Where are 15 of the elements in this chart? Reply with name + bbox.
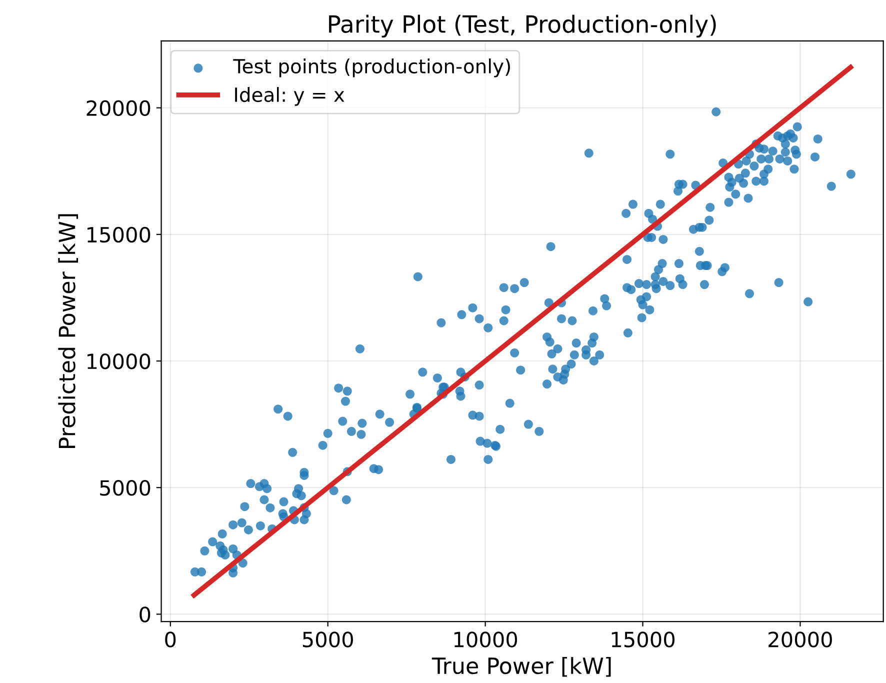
x-axis-title: True Power [kW]: [432, 656, 611, 677]
y-tick-label: 5000: [100, 480, 150, 496]
y-tick-label: 10000: [88, 353, 150, 370]
x-tick-label: 5000: [302, 632, 353, 648]
legend-label: Ideal: y = x: [235, 87, 344, 106]
y-axis-title: Predicted Power [kW]: [58, 214, 78, 448]
x-tick-label: 20000: [768, 632, 832, 648]
y-tick-label: 0: [140, 606, 150, 622]
chart-title: Parity Plot (Test, Production-only): [329, 14, 716, 38]
legend-label: Test points (production-only): [233, 58, 510, 78]
x-tick-label: 15000: [612, 632, 675, 648]
x-tick-label: 0: [165, 632, 176, 648]
y-tick-label: 15000: [88, 226, 150, 243]
y-tick-label: 20000: [86, 100, 150, 116]
x-tick-label: 10000: [454, 632, 518, 648]
